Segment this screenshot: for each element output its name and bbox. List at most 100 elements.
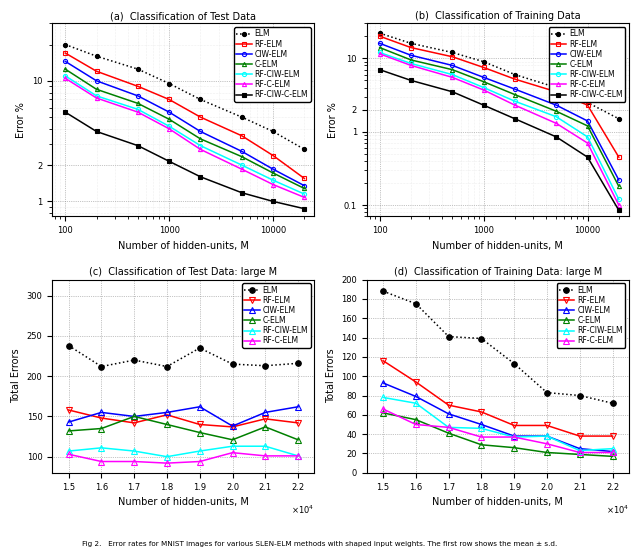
CIW-ELM	[576, 445, 584, 452]
RF-C-ELM	[228, 450, 236, 456]
RF-CIW-C-ELM	[376, 66, 383, 73]
RF-CIW-ELM	[269, 177, 277, 183]
Y-axis label: Error %: Error %	[328, 102, 339, 138]
CIW-ELM	[163, 409, 171, 416]
ELM	[196, 345, 204, 351]
RF-ELM	[134, 83, 141, 89]
C-ELM	[511, 91, 519, 98]
RF-CIW-ELM	[380, 394, 387, 401]
C-ELM	[228, 436, 236, 443]
RF-CIW-ELM	[609, 445, 616, 452]
ELM	[165, 80, 173, 87]
RF-C-ELM	[294, 452, 302, 459]
RF-C-ELM	[97, 458, 105, 465]
ELM	[407, 40, 415, 47]
Y-axis label: Error %: Error %	[17, 102, 26, 138]
ELM	[376, 30, 383, 36]
RF-CIW-ELM	[262, 443, 269, 450]
Line: RF-C-ELM: RF-C-ELM	[66, 450, 301, 466]
ELM	[477, 335, 485, 342]
RF-ELM	[584, 102, 591, 109]
Y-axis label: Total Errors: Total Errors	[326, 349, 335, 404]
RF-CIW-C-ELM	[449, 88, 456, 95]
RF-ELM	[609, 433, 616, 439]
RF-ELM	[480, 64, 488, 71]
CIW-ELM	[412, 393, 420, 400]
RF-CIW-ELM	[477, 425, 485, 432]
CIW-ELM	[449, 62, 456, 69]
ELM	[412, 300, 420, 307]
C-ELM	[449, 66, 456, 73]
ELM	[510, 360, 518, 367]
C-ELM	[380, 410, 387, 416]
Legend: ELM, RF-ELM, CIW-ELM, C-ELM, RF-CIW-ELM, RF-C-ELM: ELM, RF-ELM, CIW-ELM, C-ELM, RF-CIW-ELM,…	[242, 283, 310, 348]
RF-CIW-C-ELM	[238, 189, 246, 196]
RF-ELM	[449, 53, 456, 60]
RF-CIW-ELM	[480, 84, 488, 91]
C-ELM	[97, 425, 105, 432]
Line: RF-ELM: RF-ELM	[66, 407, 301, 430]
RF-CIW-ELM	[163, 453, 171, 460]
ELM	[269, 128, 277, 135]
RF-C-ELM	[615, 202, 623, 209]
RF-CIW-C-ELM	[511, 115, 519, 122]
RF-ELM	[228, 424, 236, 430]
RF-ELM	[301, 175, 308, 182]
C-ELM	[615, 183, 623, 189]
RF-ELM	[576, 433, 584, 439]
RF-CIW-ELM	[445, 424, 452, 430]
RF-CIW-C-ELM	[196, 173, 204, 180]
RF-CIW-ELM	[196, 448, 204, 455]
Line: RF-CIW-C-ELM: RF-CIW-C-ELM	[378, 68, 621, 212]
RF-CIW-C-ELM	[61, 109, 69, 115]
Line: RF-ELM: RF-ELM	[63, 51, 307, 181]
ELM	[576, 392, 584, 399]
CIW-ELM	[301, 182, 308, 189]
Line: CIW-ELM: CIW-ELM	[66, 404, 301, 429]
RF-ELM	[552, 88, 560, 95]
RF-C-ELM	[477, 434, 485, 440]
RF-CIW-ELM	[376, 49, 383, 56]
RF-C-ELM	[576, 449, 584, 456]
CIW-ELM	[228, 423, 236, 429]
CIW-ELM	[376, 40, 383, 47]
RF-CIW-C-ELM	[552, 133, 560, 140]
Line: RF-CIW-ELM: RF-CIW-ELM	[378, 51, 621, 201]
X-axis label: Number of hidden-units, M: Number of hidden-units, M	[433, 497, 563, 507]
RF-C-ELM	[131, 458, 138, 465]
ELM	[65, 343, 72, 349]
RF-ELM	[510, 422, 518, 429]
RF-C-ELM	[163, 460, 171, 467]
Legend: ELM, RF-ELM, CIW-ELM, C-ELM, RF-CIW-ELM, RF-C-ELM, RF-CIW-C-ELM: ELM, RF-ELM, CIW-ELM, C-ELM, RF-CIW-ELM,…	[548, 27, 625, 102]
RF-ELM	[511, 76, 519, 82]
RF-C-ELM	[380, 406, 387, 412]
ELM	[61, 41, 69, 48]
RF-CIW-ELM	[510, 434, 518, 440]
C-ELM	[552, 108, 560, 115]
Line: RF-C-ELM: RF-C-ELM	[378, 52, 621, 207]
Text: $\times10^4$: $\times10^4$	[291, 503, 314, 516]
ELM	[93, 53, 100, 59]
RF-ELM	[97, 414, 105, 421]
CIW-ELM	[165, 109, 173, 115]
Y-axis label: Total Errors: Total Errors	[11, 349, 21, 404]
RF-C-ELM	[196, 458, 204, 465]
RF-CIW-ELM	[196, 142, 204, 149]
C-ELM	[65, 428, 72, 434]
ELM	[97, 363, 105, 370]
CIW-ELM	[543, 433, 551, 439]
RF-ELM	[412, 379, 420, 385]
RF-ELM	[294, 419, 302, 426]
ELM	[238, 114, 246, 120]
CIW-ELM	[134, 93, 141, 99]
CIW-ELM	[477, 421, 485, 428]
RF-CIW-ELM	[412, 400, 420, 406]
RF-ELM	[238, 132, 246, 139]
RF-C-ELM	[609, 449, 616, 456]
Line: CIW-ELM: CIW-ELM	[380, 380, 615, 455]
Line: RF-ELM: RF-ELM	[380, 358, 615, 439]
RF-ELM	[376, 33, 383, 40]
RF-ELM	[196, 114, 204, 120]
CIW-ELM	[294, 404, 302, 410]
RF-C-ELM	[407, 62, 415, 69]
